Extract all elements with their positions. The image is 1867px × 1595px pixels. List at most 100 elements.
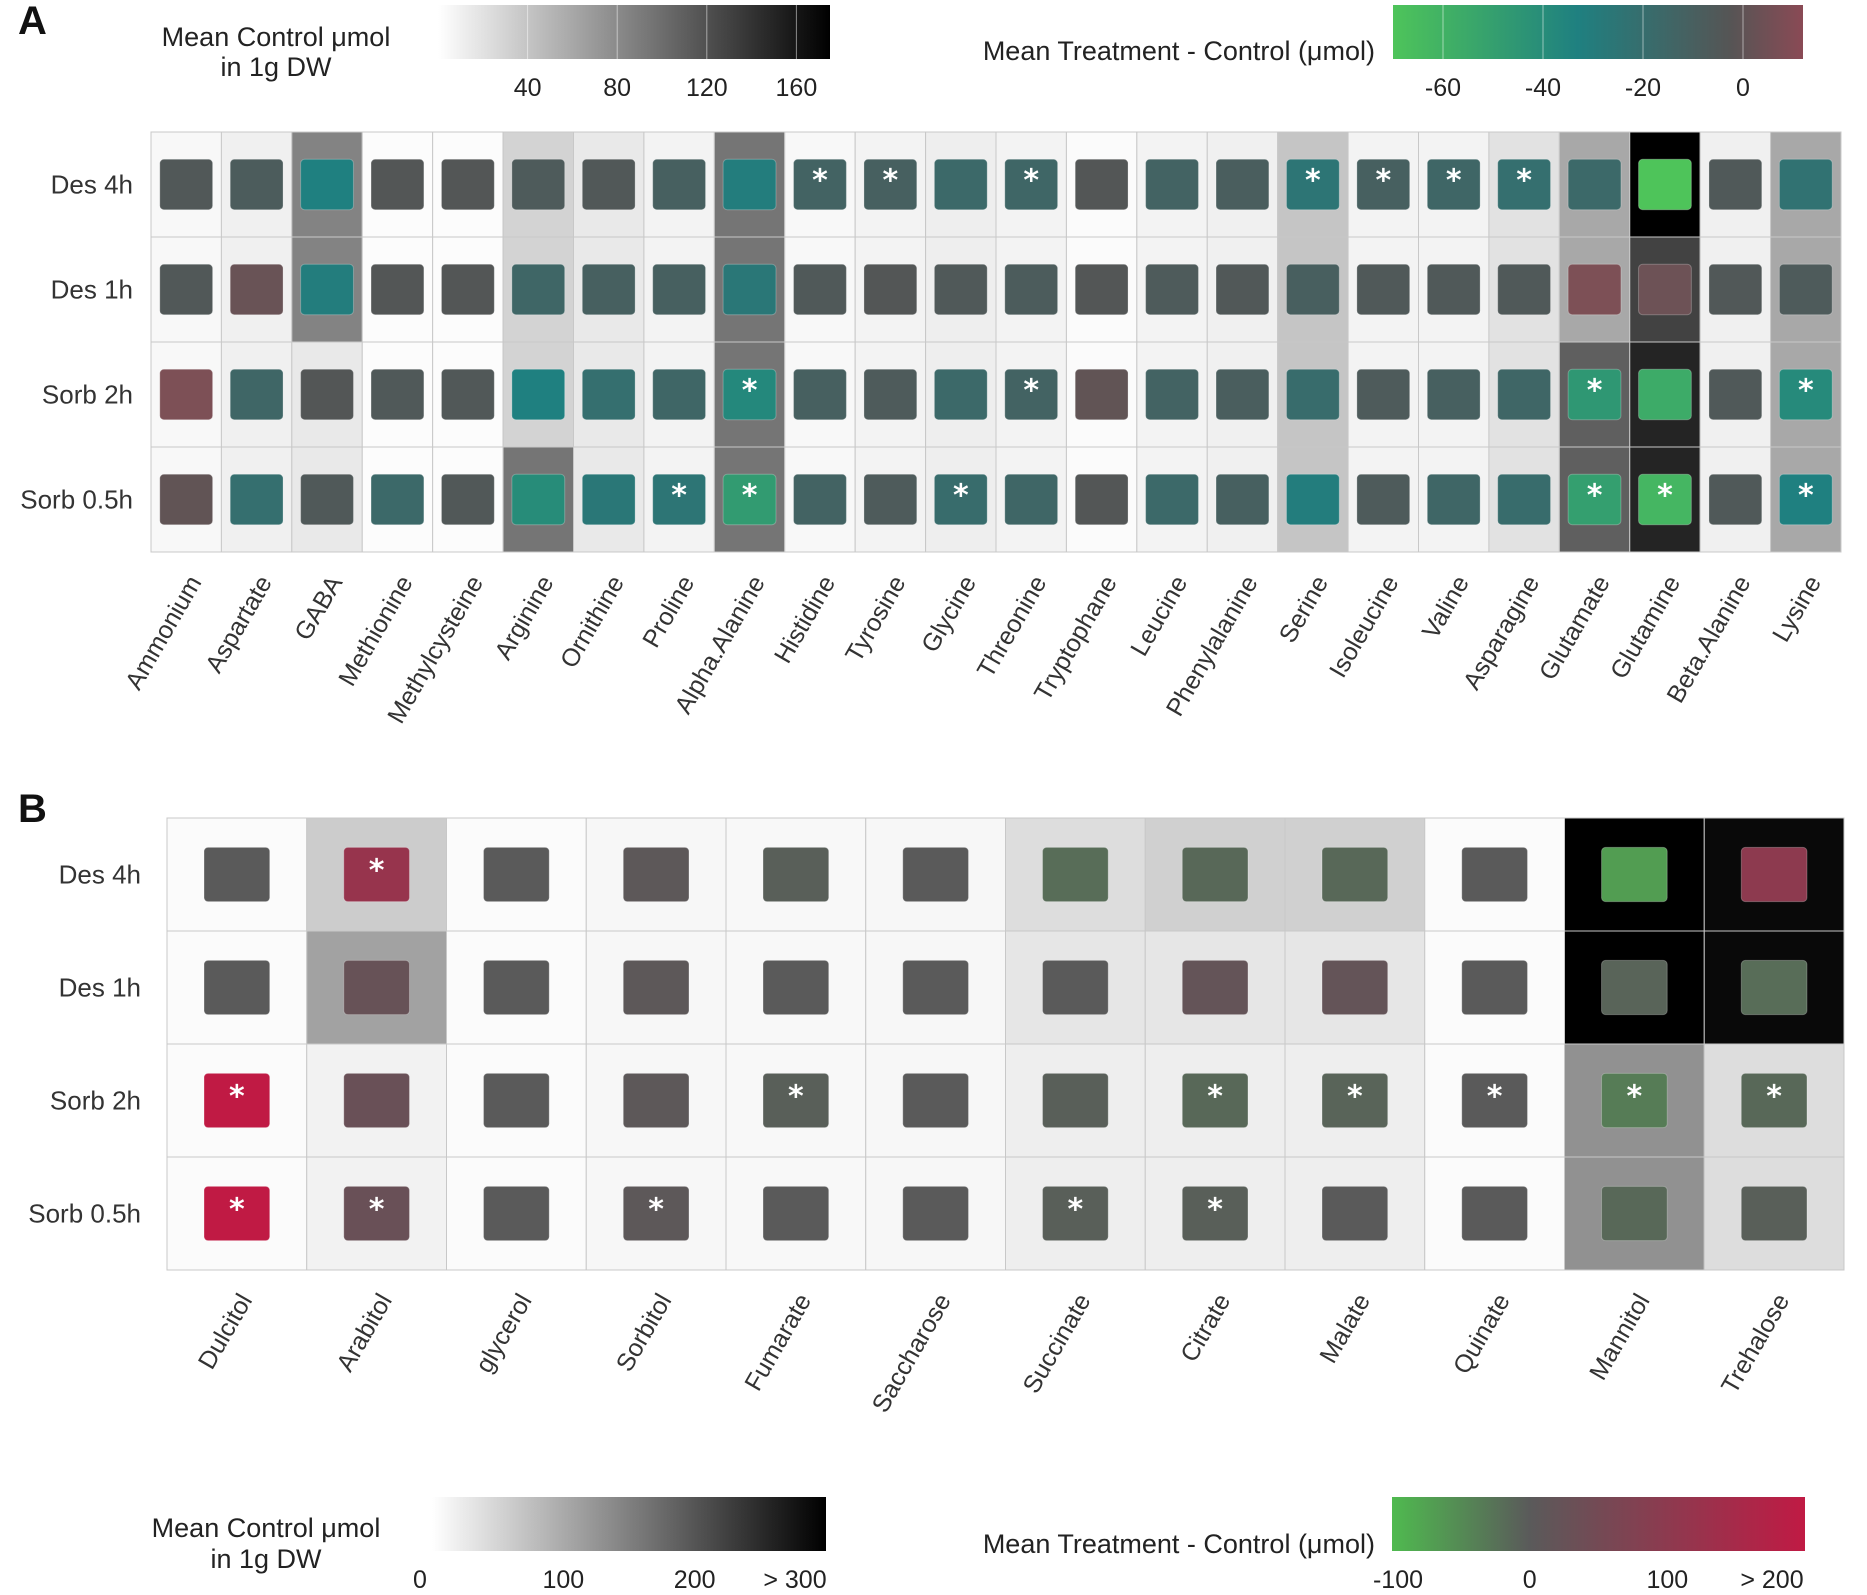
heatmap-a-cell (1206, 236, 1279, 343)
heatmap-b-cell (1005, 1043, 1146, 1158)
heatmap-a-cell-difference-square (933, 158, 988, 211)
heatmap-a-significance-star: * (953, 479, 969, 514)
heatmap-a-cell (1699, 236, 1772, 343)
heatmap-b-column-label-mannitol: Mannitol (1584, 1289, 1655, 1385)
heatmap-a-significance-star: * (742, 479, 758, 514)
heatmap-a-cell-difference-square (1638, 263, 1692, 316)
heatmap-b-row-label-des-1h: Des 1h (59, 973, 141, 1003)
heatmap-a-significance-star: * (742, 374, 758, 409)
heatmap-b-cell-difference-square (203, 1072, 271, 1129)
heatmap-a-cell (1136, 131, 1208, 238)
heatmap-b-cell-difference-square (343, 1072, 410, 1129)
heatmap-a-cell (1629, 131, 1701, 238)
heatmap-a-cell-difference-square (1778, 263, 1833, 316)
heatmap-a-cell (1347, 236, 1420, 343)
heatmap-a-cell-difference-square (1004, 263, 1059, 316)
heatmap-a-cell: * (784, 131, 856, 238)
heatmap-a-cell-difference-square (933, 473, 988, 526)
heatmap-a-cell-difference-square (1708, 368, 1763, 421)
heatmap-a-cell (291, 236, 363, 343)
heatmap-b-cell (306, 1043, 447, 1158)
heatmap-a-cell-difference-square (1356, 473, 1411, 526)
heatmap-b-cell-difference-square (762, 846, 830, 903)
heatmap-a-cell-difference-square (511, 473, 566, 526)
heatmap-a-cell-difference-square (1074, 158, 1129, 211)
heatmap-a-column-label-leucine: Leucine (1125, 571, 1193, 661)
legend-a-control-title-line2: in 1g DW (220, 52, 332, 82)
legend-b-control-title-line1: Mean Control μmol (152, 1513, 381, 1543)
heatmap-a-cell (502, 446, 575, 553)
heatmap-b-cell-difference-square (1042, 959, 1109, 1016)
heatmap-a-cell-difference-square (1567, 473, 1622, 526)
heatmap-a-cell-difference-square (1426, 368, 1481, 421)
heatmap-a-significance-star: * (1587, 374, 1603, 409)
heatmap-b-significance-star: * (229, 1193, 245, 1228)
heatmap-b-cell: * (1284, 1043, 1426, 1158)
heatmap-a-cell (1488, 236, 1560, 343)
heatmap-b-cell (1564, 1156, 1705, 1271)
heatmap-b-row-label-sorb-2h: Sorb 2h (50, 1086, 141, 1116)
heatmap-a-cell (854, 341, 927, 448)
heatmap-a-cell-difference-square (1004, 158, 1059, 211)
heatmap-b-cell-difference-square (902, 846, 969, 903)
heatmap-a-cell-difference-square (1004, 473, 1059, 526)
heatmap-a-cell (1347, 446, 1420, 553)
heatmap-b-cell (1424, 930, 1565, 1045)
heatmap-a-significance-star: * (1023, 164, 1039, 199)
heatmap-a-cell-difference-square (581, 263, 636, 316)
heatmap-a-significance-star: * (1798, 479, 1814, 514)
heatmap-b-column-label-sorbitol: Sorbitol (611, 1289, 678, 1376)
heatmap-a-cell-difference-square (863, 263, 918, 316)
legend-b-control-tick-label: > 300 (763, 1566, 826, 1594)
heatmap-b-cell-difference-square (483, 1072, 550, 1129)
heatmap-a-significance-star: * (1798, 374, 1814, 409)
legend-b-control-tick-label: 100 (542, 1566, 584, 1594)
heatmap-a-cell-difference-square (1285, 473, 1340, 526)
heatmap-a-cell (925, 131, 997, 238)
heatmap-a-row-label-des-4h: Des 4h (51, 170, 133, 200)
heatmap-a-cell (291, 341, 363, 448)
heatmap-a-column-label-aspartate: Aspartate (200, 571, 278, 678)
heatmap-b-cell (1284, 930, 1426, 1045)
heatmap-b-significance-star: * (788, 1080, 804, 1115)
heatmap-a-cell (643, 341, 715, 448)
heatmap-a-significance-star: * (1446, 164, 1462, 199)
heatmap-a-cell (1277, 236, 1349, 343)
heatmap-a-cell (1699, 341, 1772, 448)
heatmap-a-cell (1770, 131, 1842, 238)
legend-a-control-title-line1: Mean Control μmol (162, 22, 391, 52)
heatmap-a-cell (713, 236, 786, 343)
heatmap-a-cell (713, 131, 786, 238)
heatmap-a-cell (1065, 446, 1138, 553)
heatmap-a-cell-difference-square (1638, 473, 1692, 526)
heatmap-a-cell (150, 446, 222, 553)
heatmap-a-cell (432, 236, 504, 343)
heatmap-a-cell (1418, 446, 1490, 553)
heatmap-a-cell: * (995, 341, 1067, 448)
heatmap-a-cell-difference-square (581, 368, 636, 421)
heatmap-a-cell-difference-square (652, 473, 707, 526)
heatmap-a-cell-difference-square (793, 473, 847, 526)
heatmap-a-cell (1488, 341, 1560, 448)
heatmap-a-cell: * (1629, 446, 1701, 553)
heatmap-a-cell (361, 341, 434, 448)
heatmap-a-cell-difference-square (229, 368, 284, 421)
heatmap-a-cell-difference-square (1285, 263, 1340, 316)
heatmap-a-cell: * (1488, 131, 1560, 238)
heatmap-b-cell-difference-square (902, 959, 969, 1016)
heatmap-b-cell-difference-square (902, 1072, 969, 1129)
heatmap-b-significance-star: * (1068, 1193, 1084, 1228)
legend-b-difference-tick-label: -100 (1373, 1566, 1423, 1594)
heatmap-a-cell-difference-square (1356, 368, 1411, 421)
heatmap-a-cell (150, 131, 222, 238)
heatmap-a-cell (291, 131, 363, 238)
heatmap-b-cell-difference-square (1740, 959, 1808, 1016)
heatmap-a-cell-difference-square (370, 473, 425, 526)
legend-b-difference-title: Mean Treatment - Control (μmol) (983, 1529, 1375, 1559)
heatmap-b-column-label-quinate: Quinate (1448, 1289, 1516, 1379)
heatmap-b-cell-difference-square (1461, 1072, 1528, 1129)
heatmap-a-cell-difference-square (440, 368, 495, 421)
heatmap-a-cell-difference-square (1074, 263, 1129, 316)
legend-a-control-tick-label: 40 (514, 74, 542, 102)
heatmap-b-cell (166, 930, 308, 1045)
